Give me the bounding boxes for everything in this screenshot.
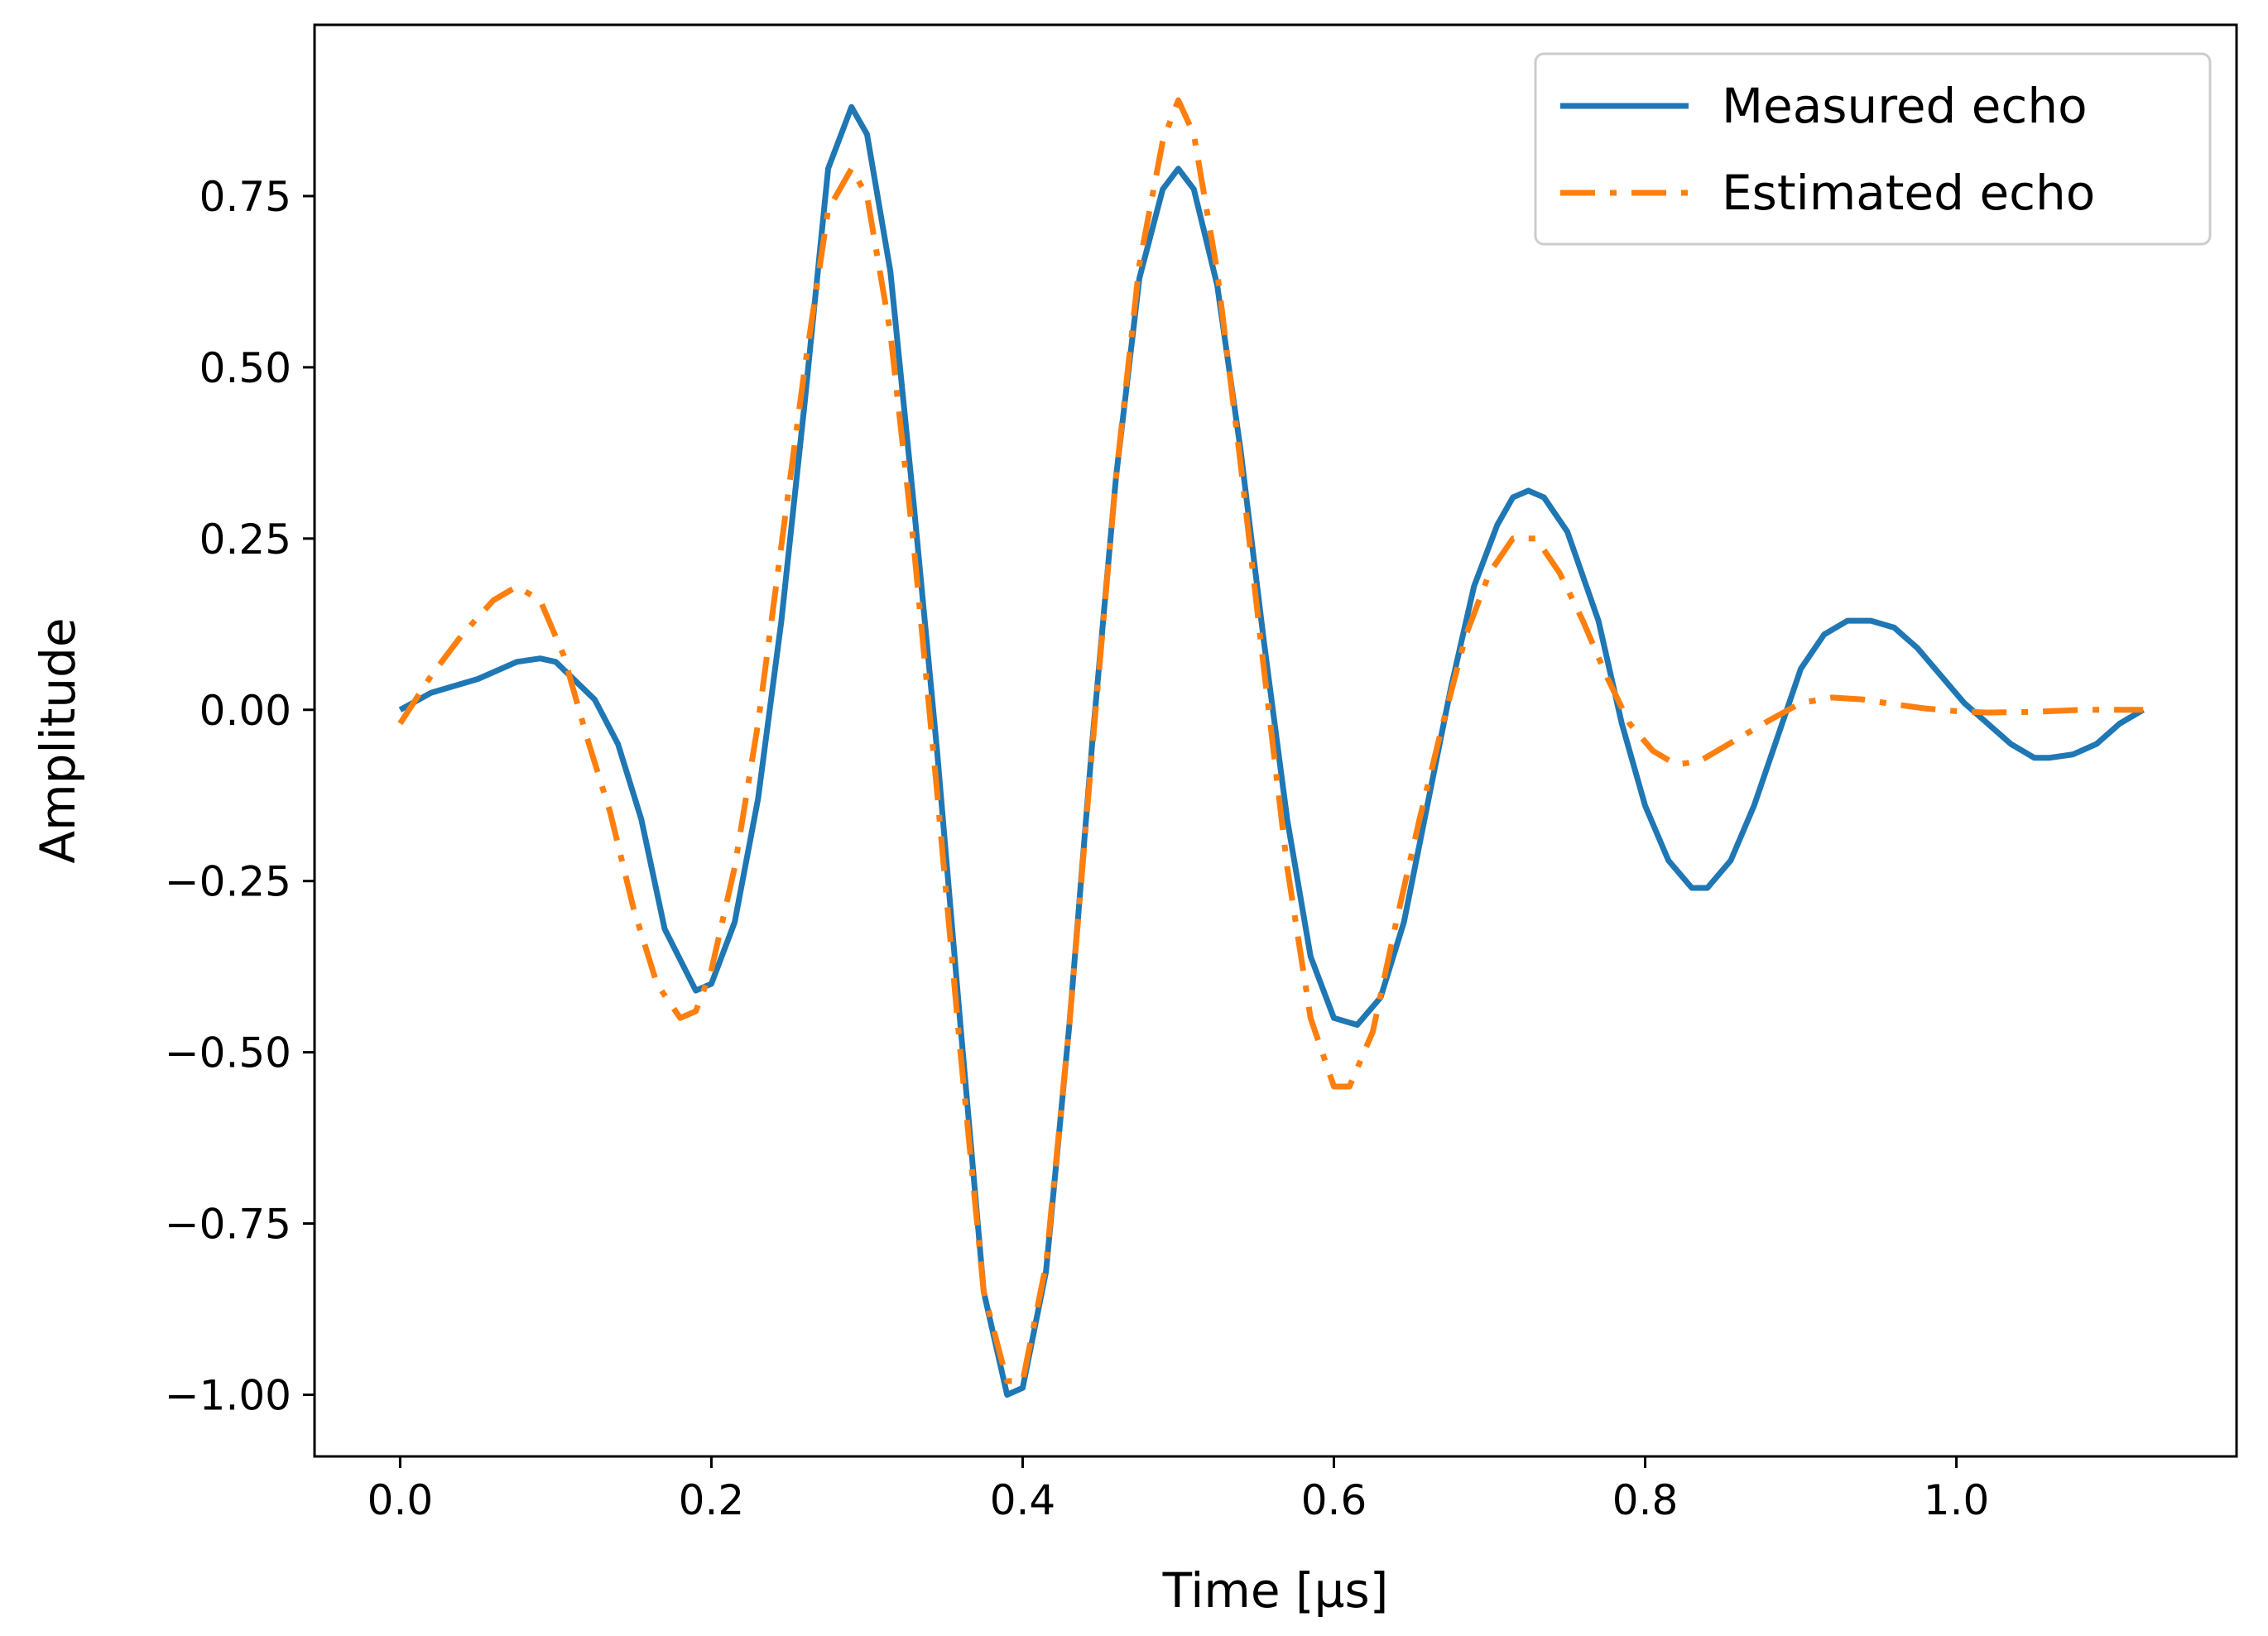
legend: Measured echo Estimated echo	[1534, 52, 2212, 246]
y-tick-label: −0.75	[165, 1201, 291, 1249]
legend-label-estimated-echo: Estimated echo	[1722, 165, 2095, 221]
series-line-measured-echo	[398, 103, 2145, 1398]
legend-label-measured-echo: Measured echo	[1722, 78, 2088, 134]
x-tick-label: 0.8	[1612, 1476, 1679, 1524]
x-axis-ticks: 0.0 0.2 0.4 0.6 0.8 1.0	[368, 1456, 1990, 1524]
x-tick-label: 0.2	[679, 1476, 745, 1524]
plot-lines	[397, 97, 2145, 1398]
x-tick-label: 0.6	[1301, 1476, 1367, 1524]
y-tick-label: 0.25	[199, 516, 291, 564]
series-line-estimated-echo	[397, 97, 2144, 1384]
y-axis-label: Amplitude	[30, 617, 86, 863]
x-tick-label: 0.0	[368, 1476, 434, 1524]
x-tick-label: 1.0	[1924, 1476, 1990, 1524]
plot-frame	[313, 23, 2238, 1458]
y-tick-label: 0.75	[199, 173, 291, 221]
y-tick-label: 0.50	[199, 344, 291, 392]
y-tick-label: −1.00	[165, 1372, 291, 1420]
y-tick-label: 0.00	[199, 687, 291, 735]
x-tick-label: 0.4	[990, 1476, 1056, 1524]
y-axis-ticks: 0.75 0.50 0.25 0.00 −0.25 −0.50 −0.75 −1.00	[165, 173, 315, 1420]
x-axis-label: Time [µs]	[1162, 1562, 1389, 1619]
y-tick-label: −0.25	[165, 858, 291, 906]
legend-box	[1534, 52, 2212, 246]
y-tick-label: −0.50	[165, 1029, 291, 1077]
